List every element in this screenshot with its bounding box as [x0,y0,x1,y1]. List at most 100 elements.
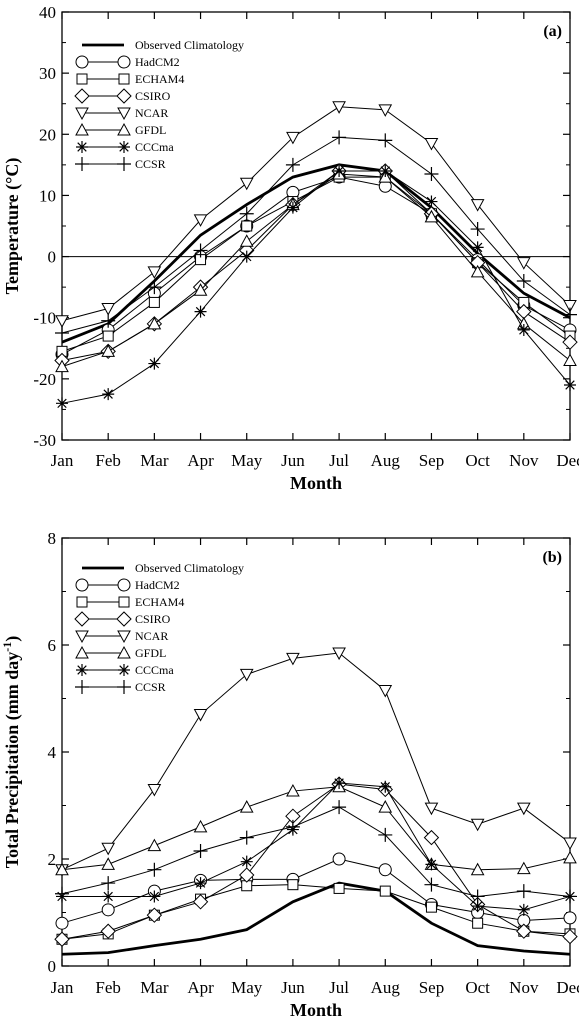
chart-1-x-tick-label-feb: Feb [95,978,121,997]
chart-1-legend-marker-start-hadcm2 [75,578,89,592]
chart-1-point-hadcm2-1 [101,903,115,917]
chart-1-point-cccma-4 [240,855,253,868]
chart-0-y-axis-title: Temperature (°C) [2,158,23,295]
chart-0-x-tick-label-dec: Dec [556,451,579,470]
chart-1-legend-marker-start-echam4 [76,596,88,608]
chart-1-x-tick-label-may: May [231,978,263,997]
chart-1-legend-label-observed-climatology: Observed Climatology [135,561,244,575]
chart-0-legend-marker-end-gfdl [117,122,131,136]
chart-0-point-gfdl-9 [470,264,485,278]
chart-0-x-tick-label-jan: Jan [51,451,74,470]
chart-0-point-cccma-1 [102,388,115,401]
chart-0-series-cccma [56,164,576,410]
chart-1-point-cccma-1 [102,890,115,903]
chart-0-legend-marker-start-ncar [75,107,89,121]
chart-1-point-ncar-2 [147,783,162,797]
chart-0-x-tick-label-oct: Oct [465,451,490,470]
chart-1-point-cccma-7 [379,780,392,793]
chart-0-legend-label-csiro: CSIRO [135,89,171,103]
chart-0-point-gfdl-2 [147,316,162,330]
chart-0-series-line-observed-climatology [61,163,571,344]
chart-1-point-ncar-10 [516,802,531,816]
chart-1-x-tick-label-dec: Dec [556,978,579,997]
chart-0-legend-label-gfdl: GFDL [135,123,166,137]
chart-1-point-ncar-6 [332,647,346,661]
chart-0-legend-label-ncar: NCAR [135,106,168,120]
chart-0-point-ccsr-3 [193,243,208,258]
chart-0-point-ccsr-2 [147,280,162,295]
chart-1-point-ncar-11 [563,837,577,850]
chart-0-point-ccsr-0 [55,326,69,340]
chart-1-legend-label-cccma: CCCma [135,663,174,677]
chart-0-point-cccma-6 [333,164,346,177]
chart-1-legend-label-ncar: NCAR [135,629,168,643]
chart-1-legend-marker-start-gfdl [75,645,89,659]
chart-0-x-tick-label-feb: Feb [95,451,121,470]
chart-1-point-hadcm2-0 [55,916,69,930]
chart-0-legend-marker-start-gfdl [75,122,89,136]
chart-0-point-gfdl-11 [563,353,577,367]
chart-1-legend-marker-end-csiro [116,611,132,627]
chart-1-point-echam4-9 [472,917,484,929]
chart-0-x-tick-label-jun: Jun [281,451,305,470]
chart-0-point-ccsr-10 [516,274,531,289]
chart-1-point-gfdl-10 [516,861,531,875]
chart-1-point-ncar-4 [239,668,254,682]
chart-1-point-csiro-0 [54,931,70,947]
chart-1-point-ccsr-9 [470,889,485,904]
chart-1-x-tick-label-oct: Oct [465,978,490,997]
chart-1-point-ccsr-11 [563,889,577,904]
chart-1-point-cccma-2 [148,890,161,903]
chart-0-point-ccsr-11 [563,307,577,322]
chart-0-point-ncar-2 [147,266,162,279]
chart-1-point-ncar-9 [470,818,485,832]
chart-1-point-gfdl-7 [378,800,393,813]
chart-0-point-gfdl-3 [193,283,208,296]
chart-1-legend-marker-end-echam4 [118,596,130,608]
chart-1-series-line-ccsr [61,806,571,897]
chart-1-point-cccma-9 [471,900,484,913]
chart-1-series-echam4 [56,879,576,945]
chart-1-point-csiro-3 [192,894,209,910]
chart-0-legend-marker-end-csiro [116,88,132,104]
chart-0-series-line-gfdl [61,173,571,368]
chart-1-point-cccma-6 [333,777,346,790]
chart-1-point-echam4-8 [425,901,437,913]
chart-0-x-tick-label-apr: Apr [187,451,214,470]
chart-0-point-ccsr-8 [424,167,439,182]
chart-1-x-tick-label-jul: Jul [329,978,349,997]
chart-panel-b: 0 2 4 6 8 Jan Feb Mar Apr May Jun Jul Aug Sep Oct Nov De… [0,529,579,1020]
chart-0-series-hadcm2 [55,170,577,361]
chart-0-point-gfdl-0 [55,359,69,373]
chart-1-point-csiro-1 [100,923,116,939]
chart-1-x-tick-label-mar: Mar [140,978,169,997]
chart-0-series-ncar [55,101,577,328]
chart-0-point-cccma-11 [564,378,576,391]
chart-0-point-csiro-11 [562,334,578,350]
chart-1-series-observed-climatology [61,881,571,956]
chart-0-x-tick-label-sep: Sep [419,451,445,470]
chart-0-x-tick-label-mar: Mar [140,451,169,470]
chart-1-point-cccma-10 [517,903,530,916]
chart-0-legend-marker-end-hadcm2 [117,55,131,69]
chart-1-point-ncar-5 [286,652,300,666]
chart-1-x-tick-label-aug: Aug [371,978,401,997]
chart-1-x-tick-label-nov: Nov [509,978,539,997]
chart-1-point-ncar-1 [101,842,116,856]
chart-1-y-tick-label: 2 [48,850,57,869]
chart-0-series-line-ncar [61,106,571,322]
chart-1-legend-marker-end-cccma [118,664,130,676]
chart-1-legend-marker-start-cccma [76,664,88,676]
chart-1-y-axis-title: Total Precipitation (mm day-1) [0,636,23,869]
chart-1-y-tick-label: 4 [48,743,57,762]
chart-1-point-echam4-6 [333,882,345,894]
chart-1-series-line-cccma [62,782,571,911]
chart-1-legend-label-echam4: ECHAM4 [135,595,184,609]
chart-1-series-line-hadcm2 [61,858,571,924]
chart-0-point-cccma-2 [148,357,161,370]
chart-0-point-ncar-10 [516,257,531,270]
chart-1-point-cccma-3 [194,877,207,890]
chart-1-legend-marker-end-ccsr [117,680,131,694]
chart-1-point-csiro-2 [146,907,163,923]
chart-1-legend-marker-end-ncar [117,630,131,644]
